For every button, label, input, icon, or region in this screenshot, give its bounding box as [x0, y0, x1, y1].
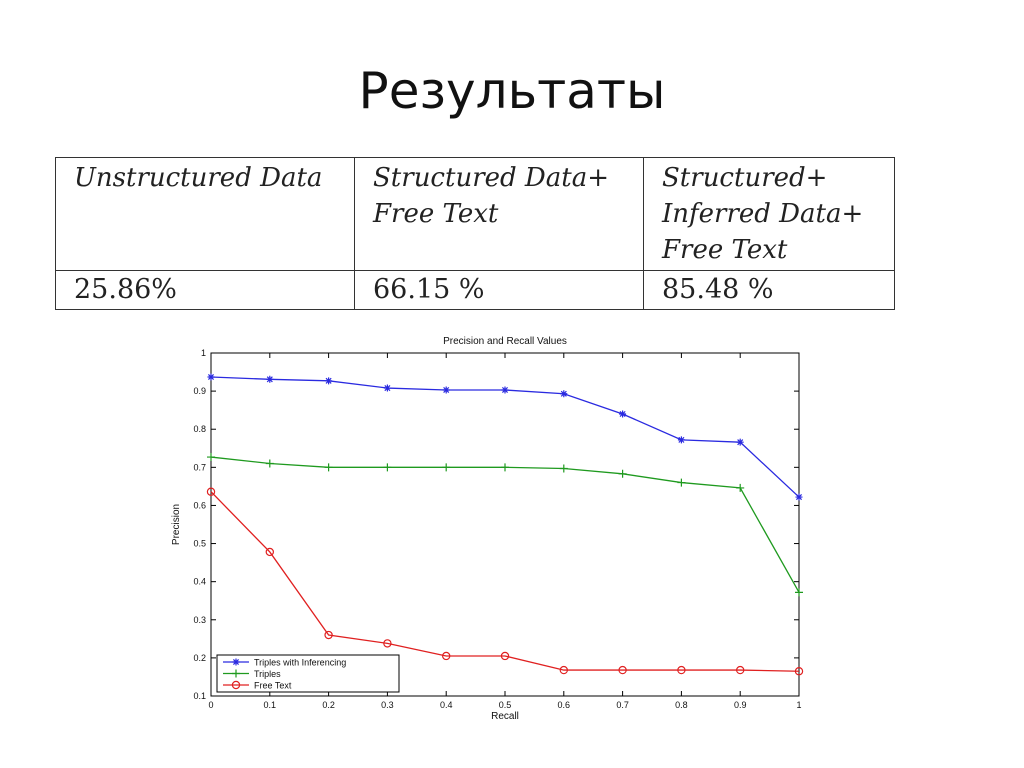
data-point	[383, 463, 392, 472]
y-tick-label: 0.2	[193, 653, 206, 663]
data-point	[325, 377, 333, 385]
header-structured-inferred: Structured+ Inferred Data+ Free Text	[643, 157, 895, 271]
header-structured-free-text: Structured Data+ Free Text	[354, 157, 644, 271]
x-tick-label: 0.4	[440, 700, 453, 710]
data-point	[207, 373, 215, 381]
x-tick-label: 0.3	[381, 700, 394, 710]
x-tick-label: 1	[796, 700, 801, 710]
data-point	[559, 665, 568, 675]
data-point	[795, 588, 803, 597]
header-line: Structured Data+	[373, 163, 609, 193]
legend-label: Triples	[254, 669, 281, 679]
legend-marker	[231, 680, 241, 690]
y-tick-label: 1	[201, 348, 206, 358]
value-structured-inferred: 85.48 %	[643, 270, 895, 310]
x-tick-label: 0.1	[264, 700, 277, 710]
header-line: Free Text	[373, 199, 499, 229]
value-structured-free-text: 66.15 %	[354, 270, 644, 310]
data-point	[383, 639, 392, 648]
data-point	[266, 375, 274, 383]
header-unstructured: Unstructured Data	[55, 157, 355, 271]
data-point	[442, 651, 451, 661]
series-line-2	[210, 491, 800, 672]
header-line: Structured+	[662, 163, 828, 193]
data-point	[206, 487, 216, 496]
data-point	[265, 459, 274, 468]
table-value-row: 25.86% 66.15 % 85.48 %	[55, 270, 895, 310]
y-tick-label: 0.6	[193, 500, 206, 510]
data-point	[618, 665, 627, 675]
data-point	[501, 463, 509, 472]
data-point	[795, 493, 803, 501]
header-line: Unstructured Data	[74, 163, 323, 193]
data-point	[500, 651, 510, 661]
data-point	[383, 384, 391, 392]
data-point	[677, 436, 685, 444]
data-point	[442, 386, 450, 394]
results-table: Unstructured Data Structured Data+ Free …	[55, 157, 895, 310]
x-tick-label: 0.6	[558, 700, 571, 710]
y-tick-label: 0.7	[193, 462, 206, 472]
data-point	[736, 438, 744, 446]
legend-label: Free Text	[254, 681, 292, 691]
data-point	[736, 665, 745, 675]
x-tick-label: 0.5	[499, 700, 512, 710]
slide-title: Результаты	[358, 62, 666, 120]
legend-marker	[232, 658, 240, 666]
legend-marker	[232, 669, 240, 678]
data-point	[677, 478, 686, 487]
y-tick-label: 0.1	[193, 691, 206, 701]
x-tick-label: 0.7	[616, 700, 629, 710]
data-point	[324, 630, 333, 640]
y-tick-label: 0.3	[193, 615, 206, 625]
data-point	[618, 469, 627, 478]
y-tick-label: 0.9	[193, 386, 206, 396]
data-point	[501, 386, 509, 394]
data-point	[677, 665, 686, 675]
x-tick-label: 0.9	[734, 700, 747, 710]
value-unstructured: 25.86%	[55, 270, 355, 310]
table-header-row: Unstructured Data Structured Data+ Free …	[55, 157, 895, 271]
header-line: Inferred Data+	[662, 199, 864, 229]
data-point	[207, 453, 215, 462]
chart-title: Precision and Recall Values	[443, 336, 567, 347]
legend-label: Triples with Inferencing	[254, 658, 346, 668]
data-point	[265, 547, 275, 557]
header-line: Free Text	[662, 235, 788, 265]
plot-frame	[210, 352, 800, 697]
data-point	[559, 464, 568, 473]
y-tick-label: 0.5	[193, 539, 206, 549]
data-point	[794, 667, 804, 676]
x-axis-label: Recall	[491, 711, 519, 722]
data-point	[619, 410, 627, 418]
x-tick-label: 0.2	[322, 700, 335, 710]
data-point	[560, 390, 568, 398]
data-point	[442, 463, 451, 472]
y-axis-label: Precision	[171, 504, 182, 545]
x-tick-label: 0.8	[675, 700, 688, 710]
y-tick-label: 0.4	[193, 577, 206, 587]
data-point	[324, 463, 333, 472]
x-tick-label: 0	[208, 700, 213, 710]
y-tick-label: 0.8	[193, 424, 206, 434]
data-point	[736, 483, 745, 492]
